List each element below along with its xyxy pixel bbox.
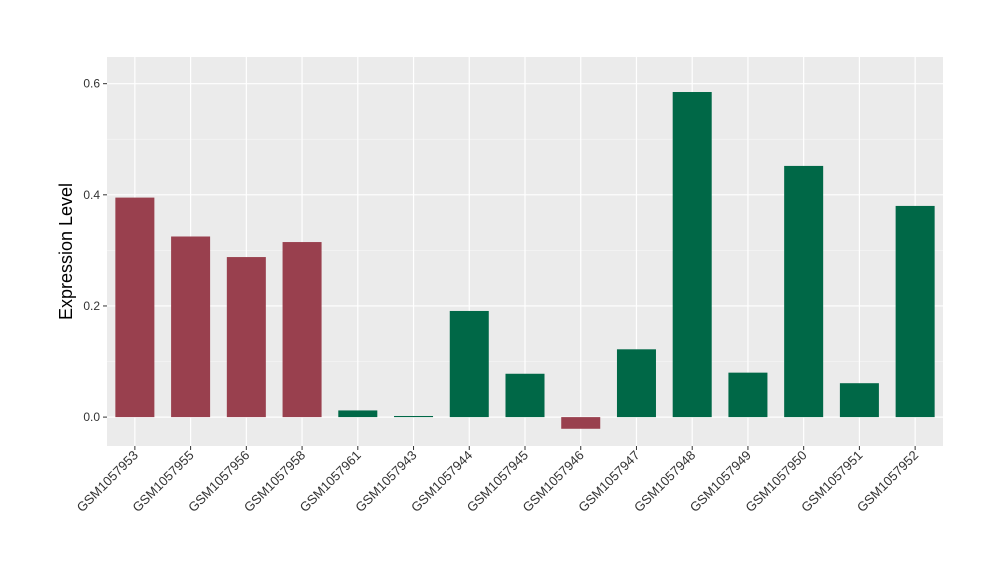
y-axis: 0.0 0.2 0.4 0.6: [83, 77, 107, 424]
bar-GSM1057956: [226, 257, 266, 418]
bar-GSM1057952: [895, 205, 935, 418]
bar-GSM1057945: [505, 373, 545, 418]
y-tick-label: 0.4: [83, 188, 100, 202]
bar-GSM1057950: [784, 165, 824, 418]
bar-GSM1057961: [338, 410, 378, 418]
bar-GSM1057951: [839, 383, 879, 418]
y-tick-label: 0.2: [83, 299, 100, 313]
bar-GSM1057949: [728, 372, 768, 418]
bar-GSM1057953: [115, 197, 155, 418]
bar-GSM1057944: [449, 310, 489, 418]
bar-GSM1057946: [561, 417, 601, 429]
y-tick-label: 0.6: [83, 77, 100, 91]
y-tick-label: 0.0: [83, 410, 100, 424]
bar-GSM1057955: [171, 236, 211, 418]
x-axis: GSM1057953GSM1057955GSM1057956GSM1057958…: [74, 446, 921, 515]
bar-GSM1057958: [282, 242, 322, 418]
bar-GSM1057947: [616, 349, 656, 418]
bar-GSM1057948: [672, 92, 712, 418]
bar-GSM1057943: [394, 415, 434, 418]
bars: [115, 92, 935, 429]
y-axis-title: Expression Level: [56, 183, 76, 320]
